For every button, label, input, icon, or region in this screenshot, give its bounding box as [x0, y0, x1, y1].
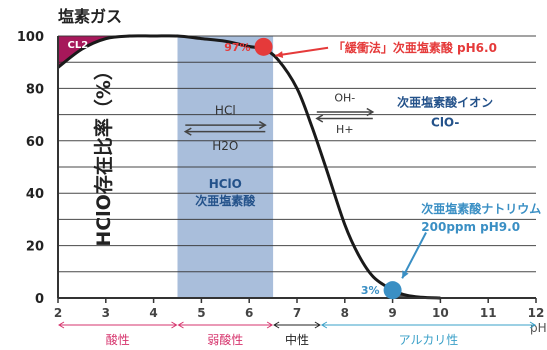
- hypochlorite-ion-label: 次亜塩素酸イオン: [397, 95, 493, 110]
- oh-ion-label: OH-: [334, 92, 355, 105]
- range-right-head: [266, 321, 274, 329]
- range-right-head: [529, 321, 536, 329]
- x-tick-label: 6: [245, 306, 253, 320]
- range-left-head: [273, 321, 280, 329]
- point-3-label: 3%: [361, 284, 380, 297]
- reverse-arrow-head: [183, 127, 192, 136]
- x-tick-label: 10: [432, 306, 449, 320]
- range-left-head: [320, 321, 328, 329]
- band-equilibrium-arrows: [183, 120, 267, 136]
- y-tick-label: 40: [26, 187, 44, 202]
- range-label: 酸性: [106, 332, 130, 347]
- band-hclo-name: 次亜塩素酸: [195, 193, 256, 208]
- grid-lines: [58, 35, 536, 273]
- cl2-region: [58, 36, 121, 68]
- x-tick-label: 8: [341, 306, 349, 320]
- sodium-callout-arrow-head: [402, 270, 409, 279]
- x-tick-label: 5: [197, 306, 205, 320]
- x-tick-label: 11: [480, 306, 497, 320]
- h-ion-label: H+: [336, 123, 354, 136]
- range-left-head: [177, 321, 184, 329]
- chart-title: 塩素ガス: [58, 7, 122, 26]
- buffer-callout-arrow-head: [275, 51, 284, 59]
- point-3-percent: [383, 281, 402, 300]
- clo-ion-label: ClO-: [431, 115, 459, 129]
- band-h2o-label: H2O: [212, 139, 238, 153]
- y-tick-labels: 0 20 40 60 80 100: [17, 30, 44, 307]
- ion-equilibrium-arrows: [315, 107, 375, 123]
- point-97-percent: [254, 37, 273, 56]
- x-tick-label: 3: [102, 306, 110, 320]
- y-tick-label: 20: [26, 240, 44, 255]
- y-tick-label: 100: [17, 30, 44, 45]
- ion-forward-arrow-head: [366, 107, 375, 117]
- forward-arrow-head: [258, 120, 267, 130]
- callout-arrows: [275, 46, 427, 279]
- range-label: 弱酸性: [207, 332, 243, 347]
- point-97-label: 97%: [224, 41, 250, 54]
- y-tick-label: 0: [35, 292, 44, 307]
- y-tick-label: 80: [26, 82, 44, 97]
- ion-reverse-arrow-head: [315, 114, 324, 123]
- x-tick-label: 4: [149, 306, 157, 320]
- range-left-head: [58, 321, 65, 329]
- ph-range-indicators: 酸性 弱酸性 中性 アルカリ性: [58, 321, 536, 347]
- sodium-hypochlorite-label: 次亜塩素酸ナトリウム: [421, 201, 541, 216]
- x-tick-label: 12: [528, 306, 545, 320]
- buffer-callout-arrow: [275, 46, 329, 57]
- band-hclo-label: HClO: [209, 177, 242, 191]
- buffer-method-annotation: 「緩衝法」次亜塩素酸 pH6.0: [333, 40, 497, 55]
- x-tick-label: 9: [388, 306, 396, 320]
- cl2-label: CL2: [68, 40, 89, 51]
- range-right-head: [171, 321, 178, 329]
- x-tick-labels: 2 3 4 5 6 7 8 9 10 11 12: [54, 298, 545, 320]
- range-label: アルカリ性: [399, 333, 459, 347]
- x-tick-label: 2: [54, 306, 62, 320]
- x-tick-label: 7: [293, 306, 301, 320]
- range-right-head: [314, 321, 321, 329]
- range-label: 中性: [285, 332, 309, 347]
- sodium-callout-arrow: [401, 232, 427, 279]
- y-axis-label: HClO存在比率（%）: [92, 61, 115, 247]
- sodium-hypochlorite-spec: 200ppm pH9.0: [421, 220, 520, 234]
- band-hcl-label: HCl: [215, 104, 236, 118]
- y-tick-label: 60: [26, 135, 44, 150]
